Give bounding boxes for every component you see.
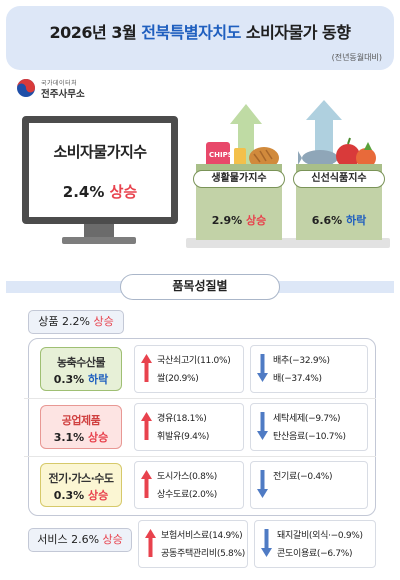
fresh-food-label: 신선식품지수 [293, 170, 385, 188]
category-value: 0.3% 상승 [53, 489, 109, 502]
title-region: 전북특별자치도 [141, 23, 241, 42]
cpi-value: 2.4% 상승 [62, 183, 138, 201]
industrial-down-cell: 세탁세제(−9.7%) 탄산음료(−10.7%) [250, 403, 368, 451]
services-up-cell: 보험서비스료(14.9%) 공동주택관리비(5.8%) [138, 520, 248, 568]
living-price-value: 2.9% 상승 [211, 214, 267, 227]
item-text: 공동주택관리비(5.8%) [161, 549, 245, 559]
fresh-food-value: 6.6% 하락 [311, 214, 367, 227]
item-text: 쌀(20.9%) [157, 374, 199, 384]
item-text: 세탁세제(−9.7%) [273, 414, 341, 424]
down-arrow-icon [257, 354, 268, 382]
living-price-box [196, 180, 282, 240]
agency-logo: 국가데이터처 전주사무소 [16, 76, 126, 102]
item-text: 경유(18.1%) [157, 414, 207, 424]
item-text: 휘발유(9.4%) [157, 432, 210, 442]
item-text: 도시가스(0.8%) [157, 472, 218, 482]
down-arrow-icon [261, 529, 272, 557]
item-text: 전기료(−0.4%) [273, 472, 333, 482]
monitor-neck [84, 224, 114, 238]
category-name: 공업제품 [61, 414, 101, 427]
section-title: 품목성질별 [120, 274, 280, 300]
category-agri: 농축수산물 0.3% 하락 [40, 347, 122, 391]
logo-office: 전주사무소 [41, 89, 85, 100]
svg-text:CHIPS: CHIPS [209, 151, 233, 159]
item-text: 배추(−32.9%) [273, 356, 330, 366]
header-subtitle: (전년동월대비) [331, 53, 382, 62]
agri-down-cell: 배추(−32.9%) 배(−37.4%) [250, 345, 368, 393]
monitor-stand [62, 237, 136, 244]
down-arrow-icon [257, 470, 268, 498]
item-text: 돼지갈비(외식·−0.9%) [277, 531, 363, 541]
services-down-cell: 돼지갈비(외식·−0.9%) 콘도이용료(−6.7%) [254, 520, 376, 568]
item-text: 보험서비스료(14.9%) [161, 531, 243, 541]
goods-summary: 상품 2.2% 상승 [28, 310, 124, 334]
agri-up-cell: 국산쇠고기(11.0%) 쌀(20.9%) [134, 345, 244, 393]
category-name: 농축수산물 [56, 356, 106, 369]
category-value: 0.3% 하락 [53, 373, 109, 386]
utilities-up-cell: 도시가스(0.8%) 상수도료(2.0%) [134, 461, 244, 509]
row-divider [24, 398, 376, 399]
title-date: 2026년 3월 [49, 23, 142, 42]
item-text: 콘도이용료(−6.7%) [277, 549, 353, 559]
cpi-label: 소비자물가지수 [53, 143, 147, 161]
category-utilities: 전기·가스·수도 0.3% 상승 [40, 463, 122, 507]
up-arrow-icon [141, 412, 152, 440]
daily-goods-icon: CHIPS [206, 142, 279, 169]
row-divider [24, 456, 376, 457]
taeguk-icon [17, 79, 35, 97]
item-text: 탄산음료(−10.7%) [273, 432, 346, 442]
category-industrial: 공업제품 3.1% 상승 [40, 405, 122, 449]
item-text: 상수도료(2.0%) [157, 490, 218, 500]
title-topic: 소비자물가 동향 [240, 23, 351, 42]
down-arrow-icon [257, 412, 268, 440]
industrial-up-cell: 경유(18.1%) 휘발유(9.4%) [134, 403, 244, 451]
up-arrow-icon [141, 470, 152, 498]
up-arrow-icon [141, 354, 152, 382]
page-title: 2026년 3월 전북특별자치도 소비자물가 동향 [6, 19, 394, 43]
category-name: 전기·가스·수도 [48, 472, 114, 485]
living-price-label: 생활물가지수 [193, 170, 285, 188]
cpi-monitor: 소비자물가지수 2.4% 상승 [22, 116, 178, 224]
header-banner: 2026년 3월 전북특별자치도 소비자물가 동향 (전년동월대비) [6, 6, 394, 70]
fresh-food-icon [298, 137, 376, 168]
fresh-food-box [296, 180, 382, 240]
box-shelf [186, 238, 390, 248]
category-value: 3.1% 상승 [53, 431, 109, 444]
item-text: 국산쇠고기(11.0%) [157, 356, 231, 366]
services-summary: 서비스 2.6% 상승 [28, 528, 132, 552]
logo-org: 국가데이터처 [41, 80, 78, 87]
up-arrow-icon [145, 529, 156, 557]
item-text: 배(−37.4%) [273, 374, 322, 384]
utilities-down-cell: 전기료(−0.4%) [250, 461, 368, 509]
